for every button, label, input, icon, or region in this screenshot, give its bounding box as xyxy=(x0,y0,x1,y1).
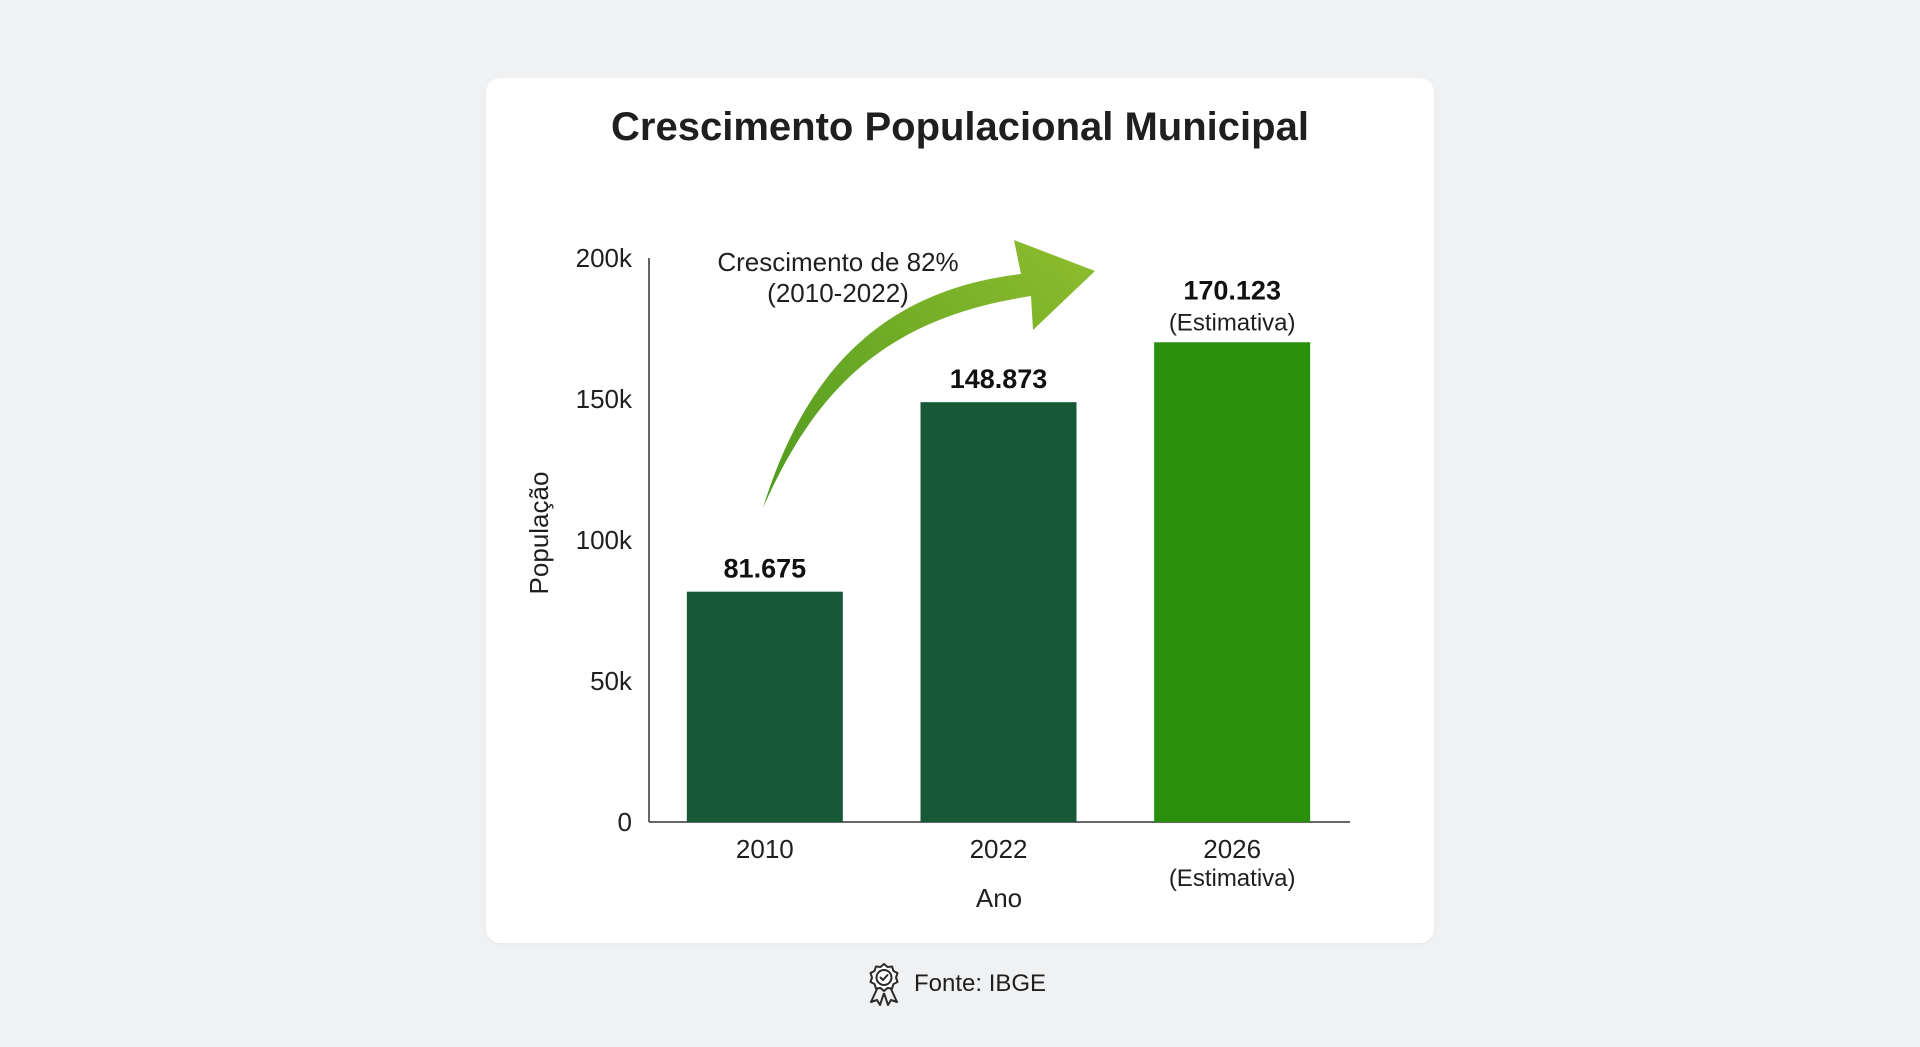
x-tick-sublabel: (Estimativa) xyxy=(1169,865,1296,892)
value-label: 81.675 xyxy=(724,554,807,584)
bar xyxy=(1154,342,1311,822)
y-tick-label: 0 xyxy=(618,807,632,837)
x-tick-label: 2022 xyxy=(970,834,1028,864)
chart-card: Crescimento Populacional Municipal 0 50k 1… xyxy=(486,78,1434,943)
value-label: 170.123 xyxy=(1183,275,1281,305)
x-axis-label: Ano xyxy=(976,883,1022,913)
bars xyxy=(686,342,1311,822)
y-tick-label: 200k xyxy=(576,243,633,273)
value-label: 148.873 xyxy=(950,364,1048,394)
bar xyxy=(920,402,1077,822)
value-sublabel: (Estimativa) xyxy=(1169,309,1296,336)
y-axis-label: População xyxy=(524,472,554,595)
source-label: Fonte: IBGE xyxy=(914,970,1047,997)
value-labels: 81.675 148.873 170.123 (Estimativa) xyxy=(724,275,1296,583)
growth-annotation-line1: Crescimento de 82% xyxy=(717,247,958,277)
y-tick-label: 100k xyxy=(576,525,633,555)
y-axis-ticks: 0 50k 100k 150k 200k xyxy=(576,243,633,837)
bar xyxy=(686,591,843,822)
x-axis-ticks: 2010 2022 2026(Estimativa) xyxy=(736,834,1296,892)
award-badge-icon xyxy=(869,963,899,1006)
y-tick-label: 150k xyxy=(576,384,633,414)
chart: Crescimento Populacional Municipal 0 50k 1… xyxy=(524,105,1350,913)
chart-title: Crescimento Populacional Municipal xyxy=(611,105,1309,149)
source-note: Fonte: IBGE xyxy=(866,962,1046,1006)
y-tick-label: 50k xyxy=(590,666,633,696)
growth-annotation-line2: (2010-2022) xyxy=(767,278,909,308)
growth-arrow xyxy=(763,240,1095,508)
x-tick-label: 2010 xyxy=(736,834,794,864)
x-tick-label: 2026 xyxy=(1203,834,1261,864)
